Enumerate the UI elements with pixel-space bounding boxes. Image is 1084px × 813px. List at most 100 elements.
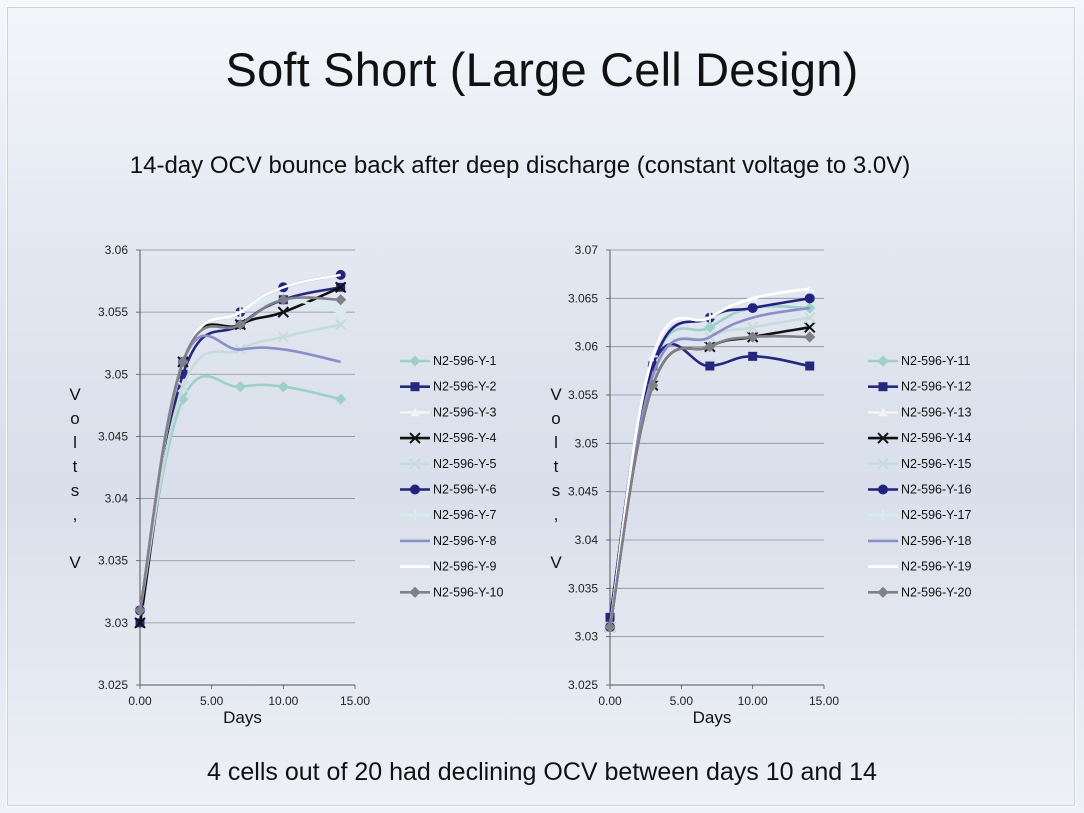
data-point (234, 319, 246, 331)
data-point (177, 381, 189, 393)
legend-item: N2-596-Y-19 (868, 560, 971, 574)
slide-footer: 4 cells out of 20 had declining OCV betw… (207, 758, 877, 786)
legend-label: N2-596-Y-11 (901, 354, 971, 368)
legend-item: N2-596-Y-6 (400, 483, 497, 497)
legend-label: N2-596-Y-9 (433, 560, 497, 574)
data-point (704, 321, 716, 333)
data-point (334, 281, 347, 293)
legend-item: N2-596-Y-3 (400, 405, 497, 419)
y-tick-label: 3.055 (568, 388, 598, 402)
legend-marker (409, 432, 421, 444)
legend-label: N2-596-Y-20 (901, 585, 971, 599)
legend-item: N2-596-Y-16 (868, 483, 971, 497)
legend-label: N2-596-Y-3 (433, 405, 497, 419)
legend-item: N2-596-Y-10 (400, 585, 503, 599)
legend-item: N2-596-Y-8 (400, 534, 497, 548)
legend-label: N2-596-Y-8 (433, 534, 497, 548)
legend-marker (410, 382, 420, 392)
series-N2-596-Y-20 (604, 331, 816, 633)
y-tick-label: 3.03 (105, 616, 129, 630)
series-N2-596-Y-12 (605, 342, 815, 622)
data-point (134, 617, 146, 629)
series-line (608, 326, 810, 628)
y-tick-label: 3.035 (98, 554, 128, 568)
legend-label: N2-596-Y-13 (901, 405, 971, 419)
x-tick-label: 5.00 (670, 694, 694, 708)
series-N2-596-Y-18 (608, 306, 810, 628)
legend-item: N2-596-Y-18 (868, 534, 971, 548)
data-point (747, 331, 759, 343)
legend-item: N2-596-Y-17 (868, 508, 971, 522)
x-axis-title: Days (223, 708, 262, 727)
y-tick-label: 3.05 (575, 436, 599, 450)
legend-label: N2-596-Y-19 (901, 560, 971, 574)
data-point (277, 381, 289, 393)
y-tick-label: 3.045 (98, 429, 128, 443)
legend-label: N2-596-Y-15 (901, 457, 971, 471)
data-point (647, 379, 659, 391)
series-N2-596-Y-1 (134, 374, 347, 616)
data-point (705, 361, 715, 371)
series-line (138, 298, 341, 611)
data-point (804, 331, 816, 343)
data-point (277, 331, 290, 343)
legend-label: N2-596-Y-2 (433, 380, 497, 394)
data-point (747, 303, 758, 313)
data-point (746, 321, 759, 334)
x-tick-label: 15.00 (809, 694, 839, 708)
y-tick-label: 3.06 (575, 340, 599, 354)
legend-item: N2-596-Y-14 (868, 431, 971, 445)
series-line (608, 306, 810, 628)
data-point (335, 393, 347, 405)
x-tick-label: 15.00 (340, 694, 370, 708)
legend-item: N2-596-Y-15 (868, 457, 971, 471)
x-tick-label: 10.00 (268, 694, 298, 708)
y-tick-label: 3.025 (568, 678, 598, 692)
legend-marker (878, 510, 888, 521)
data-point (605, 612, 615, 622)
data-point (804, 321, 816, 334)
legend-item: N2-596-Y-13 (868, 405, 971, 419)
legend-marker (409, 406, 421, 417)
y-tick-label: 3.035 (568, 581, 598, 595)
y-tick-label: 3.07 (575, 243, 599, 257)
series-line (138, 323, 341, 611)
y-tick-label: 3.04 (105, 492, 129, 506)
legend-item: N2-596-Y-12 (868, 380, 971, 394)
series-line (608, 334, 810, 628)
x-tick-label: 0.00 (128, 694, 152, 708)
legend-label: N2-596-Y-14 (901, 431, 971, 445)
legend-marker (410, 484, 420, 495)
legend-marker (410, 510, 420, 521)
x-tick-label: 0.00 (598, 694, 622, 708)
data-point (704, 341, 716, 353)
series-line (138, 286, 342, 624)
legend-item: N2-596-Y-1 (400, 354, 497, 368)
data-point (178, 369, 188, 379)
y-tick-label: 3.045 (568, 485, 598, 499)
legend-item: N2-596-Y-20 (868, 585, 971, 599)
legend-item: N2-596-Y-4 (400, 431, 497, 445)
y-tick-label: 3.065 (568, 291, 598, 305)
data-point (804, 311, 816, 324)
data-point (334, 318, 347, 331)
legend-marker (877, 432, 889, 444)
series-line (608, 287, 810, 628)
y-tick-label: 3.06 (105, 243, 129, 257)
y-tick-label: 3.055 (98, 305, 128, 319)
legend-marker (409, 355, 421, 367)
series-N2-596-Y-11 (604, 302, 816, 633)
legend-marker (878, 382, 888, 392)
data-point (335, 307, 346, 318)
legend-label: N2-596-Y-6 (433, 483, 497, 497)
data-point (234, 381, 246, 393)
x-tick-label: 10.00 (738, 694, 768, 708)
x-axis-title: Days (693, 708, 732, 727)
series-N2-596-Y-5 (134, 318, 347, 617)
legend-item: N2-596-Y-7 (400, 508, 497, 522)
legend-label: N2-596-Y-10 (433, 585, 503, 599)
series-N2-596-Y-10 (134, 294, 347, 616)
